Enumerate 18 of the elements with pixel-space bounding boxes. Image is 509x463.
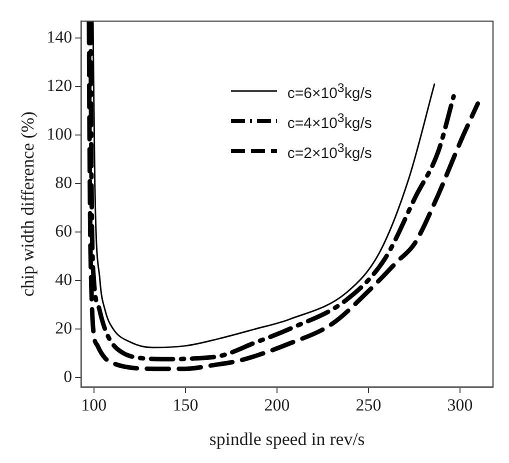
y-axis-title: chip width difference (%) <box>18 112 38 297</box>
x-tick-label: 100 <box>81 396 107 415</box>
y-tick-label: 120 <box>46 76 72 96</box>
legend-label: c=4×10$^{3}$kg/s <box>287 110 372 134</box>
x-tick-label: 300 <box>447 396 473 415</box>
y-tick-label: 100 <box>46 124 72 144</box>
y-tick-label: 80 <box>55 172 72 192</box>
legend-label: c=6×10$^{3}$kg/s <box>287 80 372 104</box>
y-tick-label: 20 <box>55 318 72 338</box>
x-tick-label: 150 <box>172 396 198 415</box>
x-axis-title: spindle speed in rev/s <box>209 428 365 449</box>
x-tick-label: 250 <box>356 396 382 415</box>
y-tick-label: 0 <box>64 366 72 386</box>
y-tick-label: 60 <box>55 221 72 240</box>
y-tick-label: 140 <box>46 28 72 47</box>
x-tick-label: 200 <box>264 396 290 415</box>
legend-label: c=2×10$^{3}$kg/s <box>287 140 372 164</box>
y-tick-label: 40 <box>55 270 72 289</box>
